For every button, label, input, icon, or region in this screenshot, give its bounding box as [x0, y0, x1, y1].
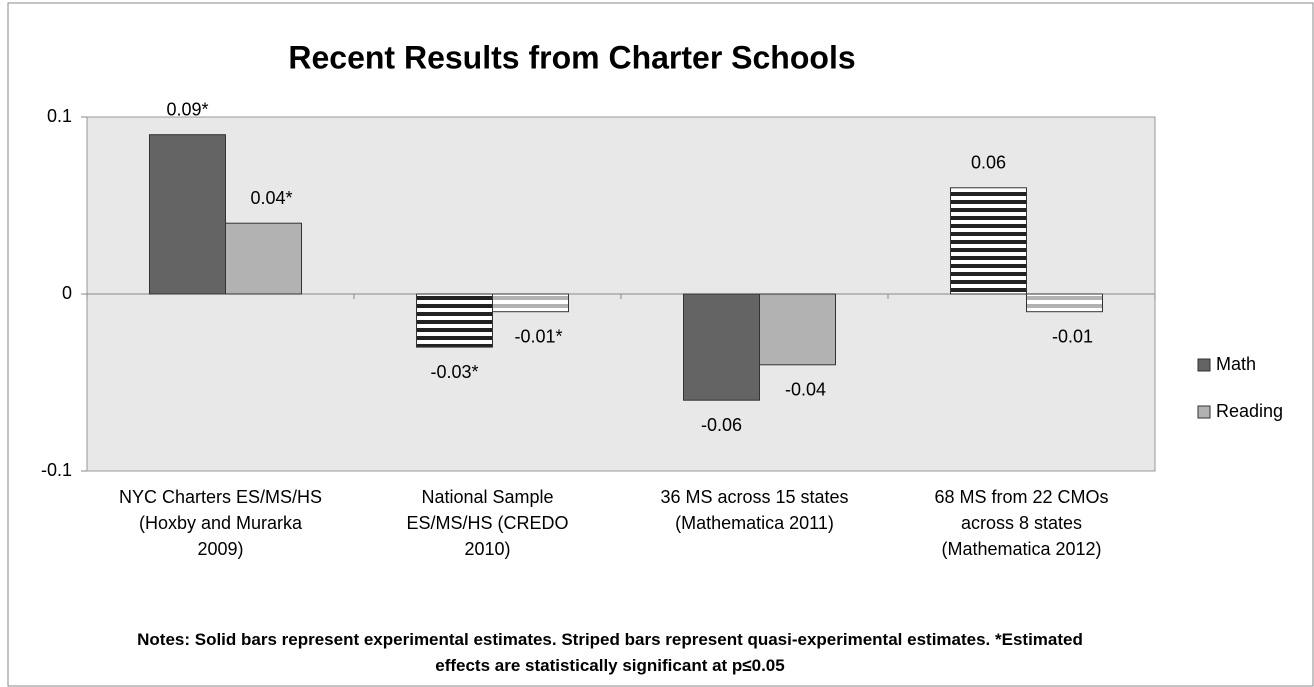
chart-title: Recent Results from Charter Schools — [288, 39, 855, 75]
y-tick-label: 0.1 — [47, 106, 72, 126]
bar — [492, 293, 569, 313]
legend-swatch — [1197, 405, 1211, 419]
data-label: 0.06 — [971, 153, 1006, 173]
bar — [149, 134, 226, 295]
x-tick-label: 68 MS from 22 CMOs across 8 states (Math… — [934, 487, 1109, 559]
data-label: -0.01* — [514, 326, 562, 346]
notes: Notes: Solid bars represent experimental… — [137, 630, 1083, 675]
legend-label: Math — [1216, 354, 1256, 374]
data-label: 0.09* — [166, 99, 208, 119]
data-label: -0.01 — [1052, 326, 1093, 346]
data-label: -0.06 — [701, 415, 742, 435]
x-tick-label: National Sample ES/MS/HS (CREDO 2010) — [406, 487, 569, 559]
bar — [225, 222, 302, 295]
legend-label: Reading — [1216, 401, 1283, 421]
x-tick-label: NYC Charters ES/MS/HS (Hoxby and Murarka… — [118, 487, 323, 559]
bar — [683, 293, 760, 401]
y-tick-label: -0.1 — [41, 460, 72, 480]
bar — [1026, 293, 1103, 313]
legend-swatch — [1197, 358, 1211, 372]
y-tick-label: 0 — [62, 283, 72, 303]
bar — [759, 293, 836, 366]
bar — [950, 187, 1027, 295]
bar — [416, 293, 493, 348]
data-label: 0.04* — [250, 188, 292, 208]
x-tick-label: 36 MS across 15 states (Mathematica 2011… — [660, 487, 849, 533]
data-label: -0.04 — [785, 380, 826, 400]
data-label: -0.03* — [430, 362, 478, 382]
